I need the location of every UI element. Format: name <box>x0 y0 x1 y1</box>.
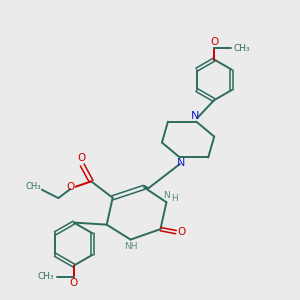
Text: O: O <box>69 278 77 288</box>
Text: H: H <box>171 194 178 203</box>
Text: O: O <box>77 153 86 164</box>
Text: N: N <box>163 191 170 200</box>
Text: CH₃: CH₃ <box>233 44 250 53</box>
Text: O: O <box>211 37 219 47</box>
Text: N: N <box>190 111 199 121</box>
Text: N: N <box>177 158 185 168</box>
Text: CH₃: CH₃ <box>26 182 41 190</box>
Text: NH: NH <box>124 242 137 251</box>
Text: O: O <box>66 182 74 192</box>
Text: CH₃: CH₃ <box>38 272 54 281</box>
Text: O: O <box>177 227 185 237</box>
